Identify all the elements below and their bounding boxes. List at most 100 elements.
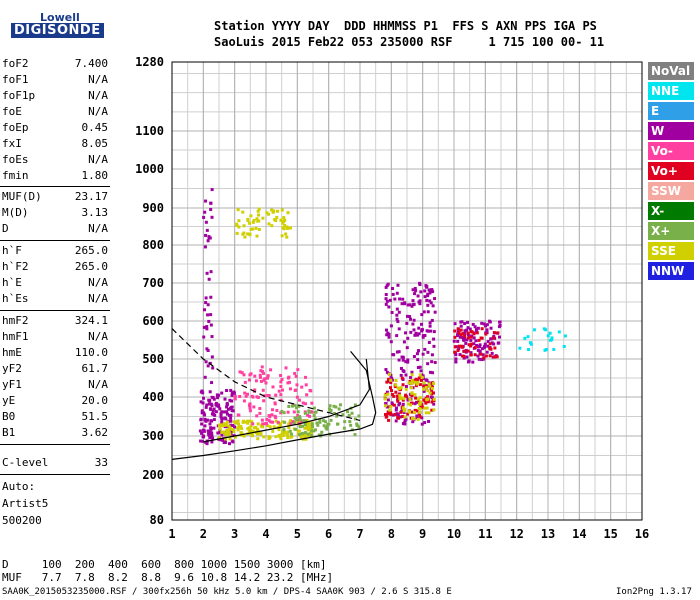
- data-point: [318, 420, 322, 424]
- data-point: [393, 412, 397, 416]
- data-point: [399, 366, 403, 370]
- data-point: [268, 425, 272, 429]
- data-point: [393, 385, 397, 389]
- data-point: [419, 322, 423, 326]
- data-point: [428, 324, 432, 328]
- data-point: [432, 402, 436, 406]
- data-point: [411, 322, 415, 326]
- data-point: [410, 416, 414, 420]
- data-point: [412, 354, 416, 358]
- param-value: 265.0: [74, 260, 108, 273]
- data-point: [481, 353, 485, 357]
- data-point: [299, 435, 303, 439]
- data-point: [249, 227, 253, 231]
- data-point: [259, 431, 263, 435]
- data-point: [414, 384, 418, 388]
- data-point: [300, 420, 304, 424]
- data-point: [292, 421, 296, 425]
- data-point: [297, 429, 301, 433]
- param-value: N/A: [88, 73, 108, 86]
- data-point: [466, 349, 470, 353]
- param-row: yF1 N/A: [2, 378, 108, 393]
- data-point: [201, 435, 205, 439]
- data-point: [199, 439, 203, 443]
- data-point: [241, 232, 245, 236]
- data-point: [387, 372, 391, 376]
- y-tick-label: 900: [142, 201, 164, 215]
- data-point: [215, 404, 219, 408]
- data-point: [276, 209, 280, 213]
- data-point: [267, 394, 271, 398]
- data-point: [409, 403, 413, 407]
- data-point: [310, 433, 314, 437]
- data-point: [423, 295, 427, 299]
- data-point: [318, 418, 322, 422]
- data-point: [404, 393, 408, 397]
- data-point: [433, 360, 437, 364]
- data-point: [452, 339, 456, 343]
- param-value: 110.0: [74, 346, 108, 359]
- data-point: [300, 385, 304, 389]
- data-point: [384, 412, 388, 416]
- data-point: [307, 427, 311, 431]
- data-point: [385, 380, 389, 384]
- x-tick-label: 2: [200, 527, 207, 541]
- data-point: [432, 408, 436, 412]
- data-point: [273, 402, 277, 406]
- data-point: [208, 236, 212, 240]
- data-point: [430, 408, 434, 412]
- data-point: [429, 370, 433, 374]
- data-point: [527, 348, 531, 352]
- data-point: [529, 342, 533, 346]
- data-point: [289, 422, 293, 426]
- data-point: [236, 426, 240, 430]
- data-point: [275, 408, 279, 412]
- data-point: [211, 409, 215, 413]
- data-point: [281, 226, 285, 230]
- footer-version: Ion2Png 1.3.17: [616, 587, 692, 597]
- data-point: [274, 219, 278, 223]
- param-value: 0.45: [81, 121, 109, 134]
- data-point: [217, 436, 221, 440]
- data-point: [267, 414, 271, 418]
- data-point: [557, 330, 561, 334]
- data-point: [397, 350, 401, 354]
- data-point: [256, 427, 260, 431]
- data-point: [471, 360, 475, 364]
- legend-item: SSW: [648, 182, 694, 200]
- data-point: [474, 339, 478, 343]
- param-row: foE N/A: [2, 105, 108, 120]
- y-tick-label: 200: [142, 468, 164, 482]
- data-point: [472, 336, 476, 340]
- data-point: [309, 424, 313, 428]
- data-point: [357, 414, 361, 418]
- data-point: [384, 297, 388, 301]
- data-point: [223, 410, 227, 414]
- data-point: [478, 345, 482, 349]
- param-name: hmE: [2, 346, 22, 359]
- data-point: [425, 285, 429, 289]
- data-point: [279, 393, 283, 397]
- data-point: [289, 226, 293, 230]
- data-point: [230, 391, 234, 395]
- legend-item: NNE: [648, 82, 694, 100]
- data-point: [418, 410, 422, 414]
- param-name: hmF1: [2, 330, 29, 343]
- param-name: foF2: [2, 57, 29, 70]
- data-point: [387, 335, 391, 339]
- data-point: [248, 221, 252, 225]
- data-point: [394, 406, 398, 410]
- data-point: [389, 405, 393, 409]
- data-point: [306, 432, 310, 436]
- data-point: [238, 370, 242, 374]
- data-point: [210, 431, 214, 435]
- data-point: [236, 208, 240, 212]
- data-point: [480, 347, 484, 351]
- data-point: [394, 419, 398, 423]
- data-point: [459, 328, 463, 332]
- data-point: [225, 412, 229, 416]
- data-point: [300, 431, 304, 435]
- data-point: [497, 325, 501, 329]
- data-point: [532, 328, 536, 332]
- data-point: [207, 398, 211, 402]
